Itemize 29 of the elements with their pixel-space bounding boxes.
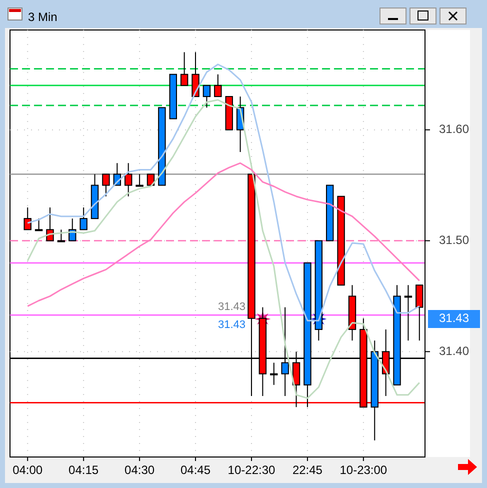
x-tick-label: 22:45 — [292, 463, 323, 477]
candlestick — [102, 174, 110, 197]
x-tick-label: 10-23:00 — [340, 463, 388, 477]
candlestick — [80, 206, 88, 230]
x-tick-label: 04:15 — [68, 463, 99, 477]
x-tick-label: 10-22:30 — [228, 463, 276, 477]
candlestick — [24, 206, 32, 230]
y-tick-label: 31.60 — [439, 122, 470, 136]
chart-title: 3 Min — [28, 10, 58, 24]
candlestick — [57, 229, 66, 242]
candlestick — [404, 284, 412, 342]
text: 31.43 — [439, 311, 470, 326]
candlestick — [214, 74, 222, 98]
x-tick-label: 04:30 — [124, 463, 155, 477]
x-tick-label: 04:00 — [12, 463, 43, 477]
annotation: 31.43 — [218, 319, 246, 331]
annotation: 31.43 — [218, 301, 246, 313]
candlestick — [34, 218, 43, 232]
candlestick — [192, 52, 200, 98]
candlestick — [46, 206, 54, 242]
line-series — [26, 99, 420, 399]
y-tick-label: 31.40 — [439, 344, 470, 358]
candlestick — [136, 174, 144, 187]
y-tick-label: 31.50 — [439, 232, 470, 247]
candlestick — [202, 84, 211, 108]
candlestick — [124, 162, 132, 197]
x-tick-label: 04:45 — [180, 463, 211, 477]
candlestick — [270, 362, 278, 386]
candlestick — [180, 52, 188, 86]
